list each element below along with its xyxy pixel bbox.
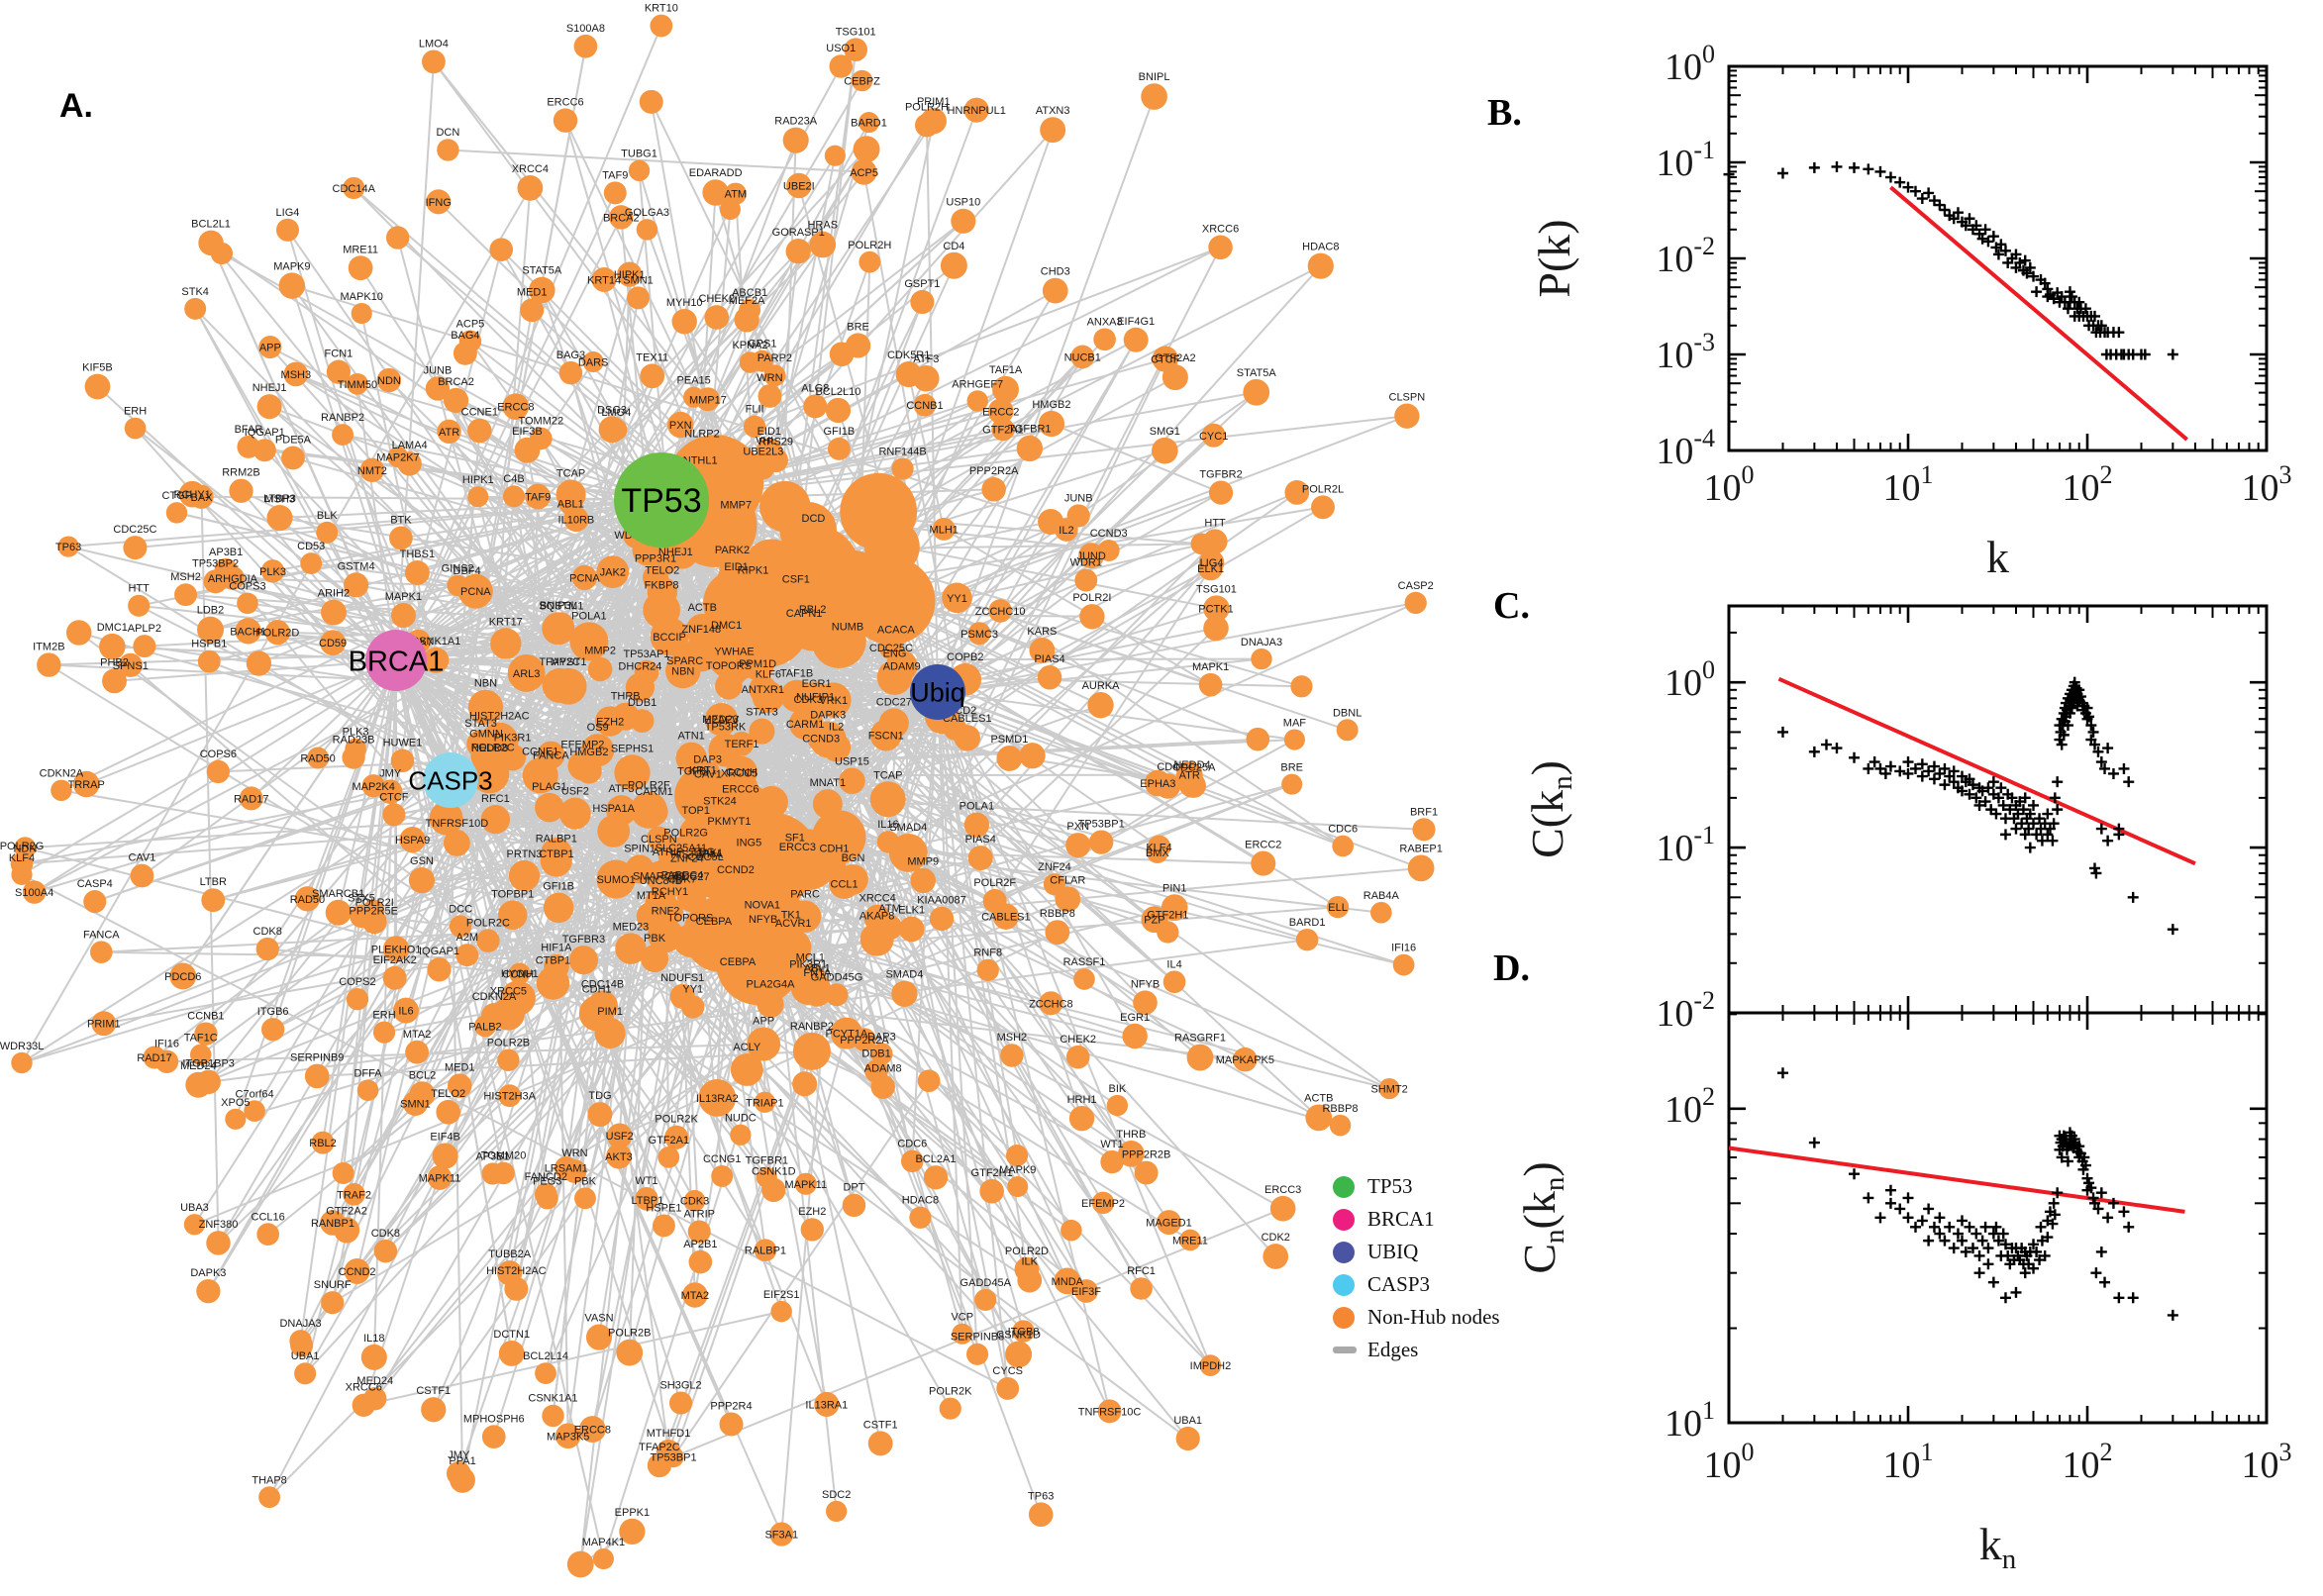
network-edge [515, 831, 615, 1290]
chart-D-xtick-label: 102 [2063, 1438, 2113, 1486]
chart-C-ytick-label: 10-2 [1656, 986, 1715, 1035]
legend-label: Edges [1367, 1338, 1419, 1361]
network-edge [232, 577, 557, 968]
chart-D-xtick-label: 100 [1704, 1438, 1755, 1486]
chart-B-xlabel: k [1986, 532, 2009, 582]
chart-D-xtick-label: 101 [1883, 1438, 1934, 1486]
network-edge [807, 986, 1148, 1174]
network-edge [672, 1207, 1284, 1458]
legend-item-non-hub-nodes: Non-Hub nodes [1333, 1301, 1500, 1334]
chart-D-xtick-label: 103 [2242, 1438, 2292, 1486]
chart-B-ytick-label: 10-4 [1656, 424, 1715, 472]
legend-dot-icon [1333, 1208, 1355, 1231]
chart-C-ytick-label: 100 [1665, 655, 1715, 704]
network-legend: TP53 BRCA1 UBIQ CASP3 Non-Hub nodes Edges [1333, 1170, 1500, 1366]
network-edge [660, 499, 1302, 688]
legend-dot-icon [1333, 1175, 1355, 1198]
chart-C: 100 10-1 10-2 C(kn) [1522, 604, 2269, 1035]
legend-label: TP53 [1367, 1174, 1413, 1198]
network-edge [291, 284, 1052, 523]
network-edge [966, 737, 1079, 847]
network-edge [34, 499, 662, 893]
network-edge [176, 511, 939, 693]
network-edge [937, 435, 1215, 693]
network-edge [217, 523, 738, 1244]
network-edge [450, 779, 557, 968]
network-edge [937, 691, 1295, 742]
legend-label: Non-Hub nodes [1367, 1305, 1500, 1329]
network-edge [395, 249, 503, 661]
network-edge [793, 857, 1068, 1282]
network-edge [235, 1012, 597, 1121]
panel-label-b: B. [1487, 92, 1522, 134]
panel-label-d: D. [1493, 948, 1530, 989]
network-edge [937, 601, 1416, 693]
legend-item-edges: Edges [1333, 1334, 1500, 1366]
chart-B-ytick-label: 10-2 [1656, 232, 1715, 280]
legend-item-ubiq: UBIQ [1333, 1236, 1500, 1268]
network-edge [396, 237, 551, 808]
network-edge [937, 691, 1161, 848]
chart-B-xtick-label: 100 [1704, 460, 1755, 509]
legend-dot-icon [1333, 1273, 1355, 1296]
network-edge [21, 873, 1009, 1390]
chart-D-ylabel: Cn(kn) [1514, 1161, 1570, 1273]
legend-item-casp3: CASP3 [1333, 1268, 1500, 1301]
chart-B-xtick-label: 103 [2242, 460, 2292, 509]
chart-C-fit-line [1777, 676, 2196, 866]
legend-label: UBIQ [1367, 1240, 1419, 1263]
network-edge [194, 308, 452, 781]
legend-edge-icon [1333, 1347, 1357, 1353]
network-edge [130, 664, 468, 956]
chart-D-ytick-label: 102 [1665, 1082, 1715, 1131]
chart-D-ticks [1727, 1013, 2269, 1425]
network-edge [937, 691, 1019, 1156]
legend-item-tp53: TP53 [1333, 1170, 1500, 1203]
chart-D-frame [1727, 1011, 2269, 1425]
chart-C-ylabel: C(kn) [1522, 760, 1578, 858]
chart-B-ylabel: P(k) [1529, 219, 1579, 297]
panel-label-c: C. [1493, 585, 1530, 627]
chart-B-points [1723, 160, 2178, 360]
chart-D-xlabel: kn [1979, 1519, 2017, 1575]
network-edge [421, 879, 559, 909]
network-edge [271, 659, 397, 1031]
network-edge [181, 659, 397, 977]
chart-C-points [1776, 676, 2178, 936]
chart-B-ytick-label: 10-1 [1656, 136, 1715, 184]
chart-C-frame [1727, 604, 2269, 1015]
chart-B-ytick-label: 10-3 [1656, 328, 1715, 376]
legend-dot-icon [1333, 1241, 1355, 1263]
network-edge [911, 691, 939, 1161]
network-edge [817, 906, 1175, 994]
chart-C-ticks [1727, 606, 2269, 1015]
panel-label-a: A. [59, 87, 93, 125]
network-edge [395, 25, 662, 661]
network-edge [346, 659, 397, 1231]
legend-dot-icon [1333, 1306, 1355, 1329]
network-edge [448, 149, 864, 173]
network-edge [395, 659, 505, 1174]
network-panel: TCAPPRIM1NHEJ1CSTF1KLF4TFAP2CHIST2H2ACGT… [0, 3, 1443, 1578]
network-edge [372, 659, 397, 1357]
network-edge [999, 610, 1344, 848]
legend-item-brca1: BRCA1 [1333, 1203, 1500, 1236]
chart-B-xtick-label: 101 [1883, 460, 1934, 509]
chart-B-fit-line [1889, 185, 2188, 442]
chart-B-xtick-label: 102 [2063, 460, 2113, 509]
chart-C-ytick-label: 10-1 [1656, 821, 1715, 869]
network-edge [681, 995, 922, 1219]
legend-label: CASP3 [1367, 1272, 1431, 1296]
chart-D-points [1776, 1067, 2178, 1321]
network-edge [450, 779, 464, 1480]
chart-D-ytick-label: 101 [1665, 1396, 1715, 1445]
chart-B-ytick-label: 100 [1665, 40, 1715, 88]
legend-label: BRCA1 [1367, 1207, 1435, 1231]
